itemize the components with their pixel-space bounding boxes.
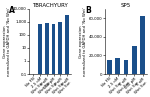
Bar xyxy=(140,16,145,74)
Title: SP5: SP5 xyxy=(121,3,131,8)
Bar xyxy=(107,60,112,74)
Bar xyxy=(45,23,49,97)
Bar xyxy=(52,24,55,97)
Title: TBRACHYURY: TBRACHYURY xyxy=(32,3,68,8)
Bar xyxy=(124,60,128,74)
Bar xyxy=(38,24,42,97)
Y-axis label: Gene expression
normalized to GAPDH and 'No Wnt': Gene expression normalized to GAPDH and … xyxy=(79,7,87,76)
Text: B: B xyxy=(85,6,91,15)
Y-axis label: Gene expression
normalized to GAPDH and 'No Wnt': Gene expression normalized to GAPDH and … xyxy=(3,7,11,76)
Bar xyxy=(31,74,35,97)
Bar xyxy=(116,58,120,74)
Bar xyxy=(65,15,69,97)
Bar xyxy=(132,46,137,74)
Text: A: A xyxy=(9,6,15,15)
Bar xyxy=(58,23,62,97)
